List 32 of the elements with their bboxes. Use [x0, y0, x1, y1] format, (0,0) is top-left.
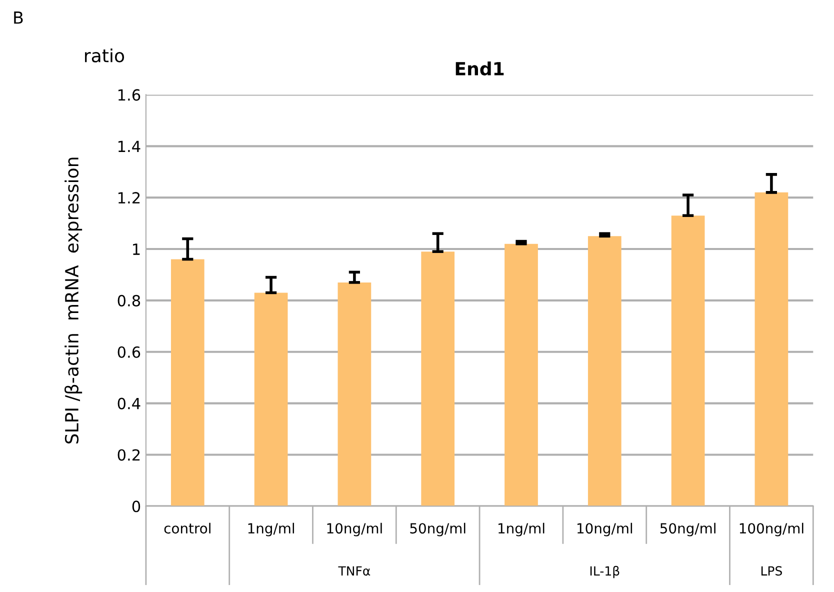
bar: [254, 292, 288, 506]
y-tick-label: 1.6: [118, 89, 140, 101]
x-tick-label: 1ng/ml: [248, 522, 294, 536]
x-tick-label: 10ng/ml: [327, 522, 382, 536]
text: LPS: [761, 566, 782, 576]
bar: [504, 244, 538, 506]
x-tick-label: control: [164, 522, 210, 534]
x-tick-label: 1ng/ml: [498, 522, 544, 536]
text: ratio: [85, 48, 124, 62]
chart-title: End1: [456, 62, 504, 76]
x-tick-label: 50ng/ml: [660, 522, 716, 536]
text: TNFα: [338, 566, 370, 576]
y-tick-label: 0.8: [118, 294, 140, 306]
bar: [421, 252, 455, 506]
text: IL-1β: [590, 566, 620, 578]
x-tick-label: 100ng/ml: [740, 522, 804, 536]
y-tick-label: 0: [132, 500, 140, 512]
bar: [671, 216, 705, 506]
y-tick-label: 1: [133, 244, 140, 255]
x-tick-label: 10ng/ml: [577, 522, 632, 536]
y-tick-label: 1.2: [118, 192, 140, 204]
y-tick-label: 0.2: [118, 449, 140, 461]
y-tick-label: 0.4: [118, 398, 140, 410]
bar: [588, 236, 622, 506]
bar: [338, 282, 372, 506]
text: B: [14, 12, 23, 24]
bar: [754, 192, 788, 506]
y-axis-title: SLPI /β-actin mRNA expression: [64, 158, 82, 444]
y-tick-label: 1.4: [118, 140, 140, 152]
bar: [170, 259, 204, 506]
y-tick-label: 0.6: [118, 346, 140, 358]
x-tick-label: 50ng/ml: [410, 522, 466, 536]
